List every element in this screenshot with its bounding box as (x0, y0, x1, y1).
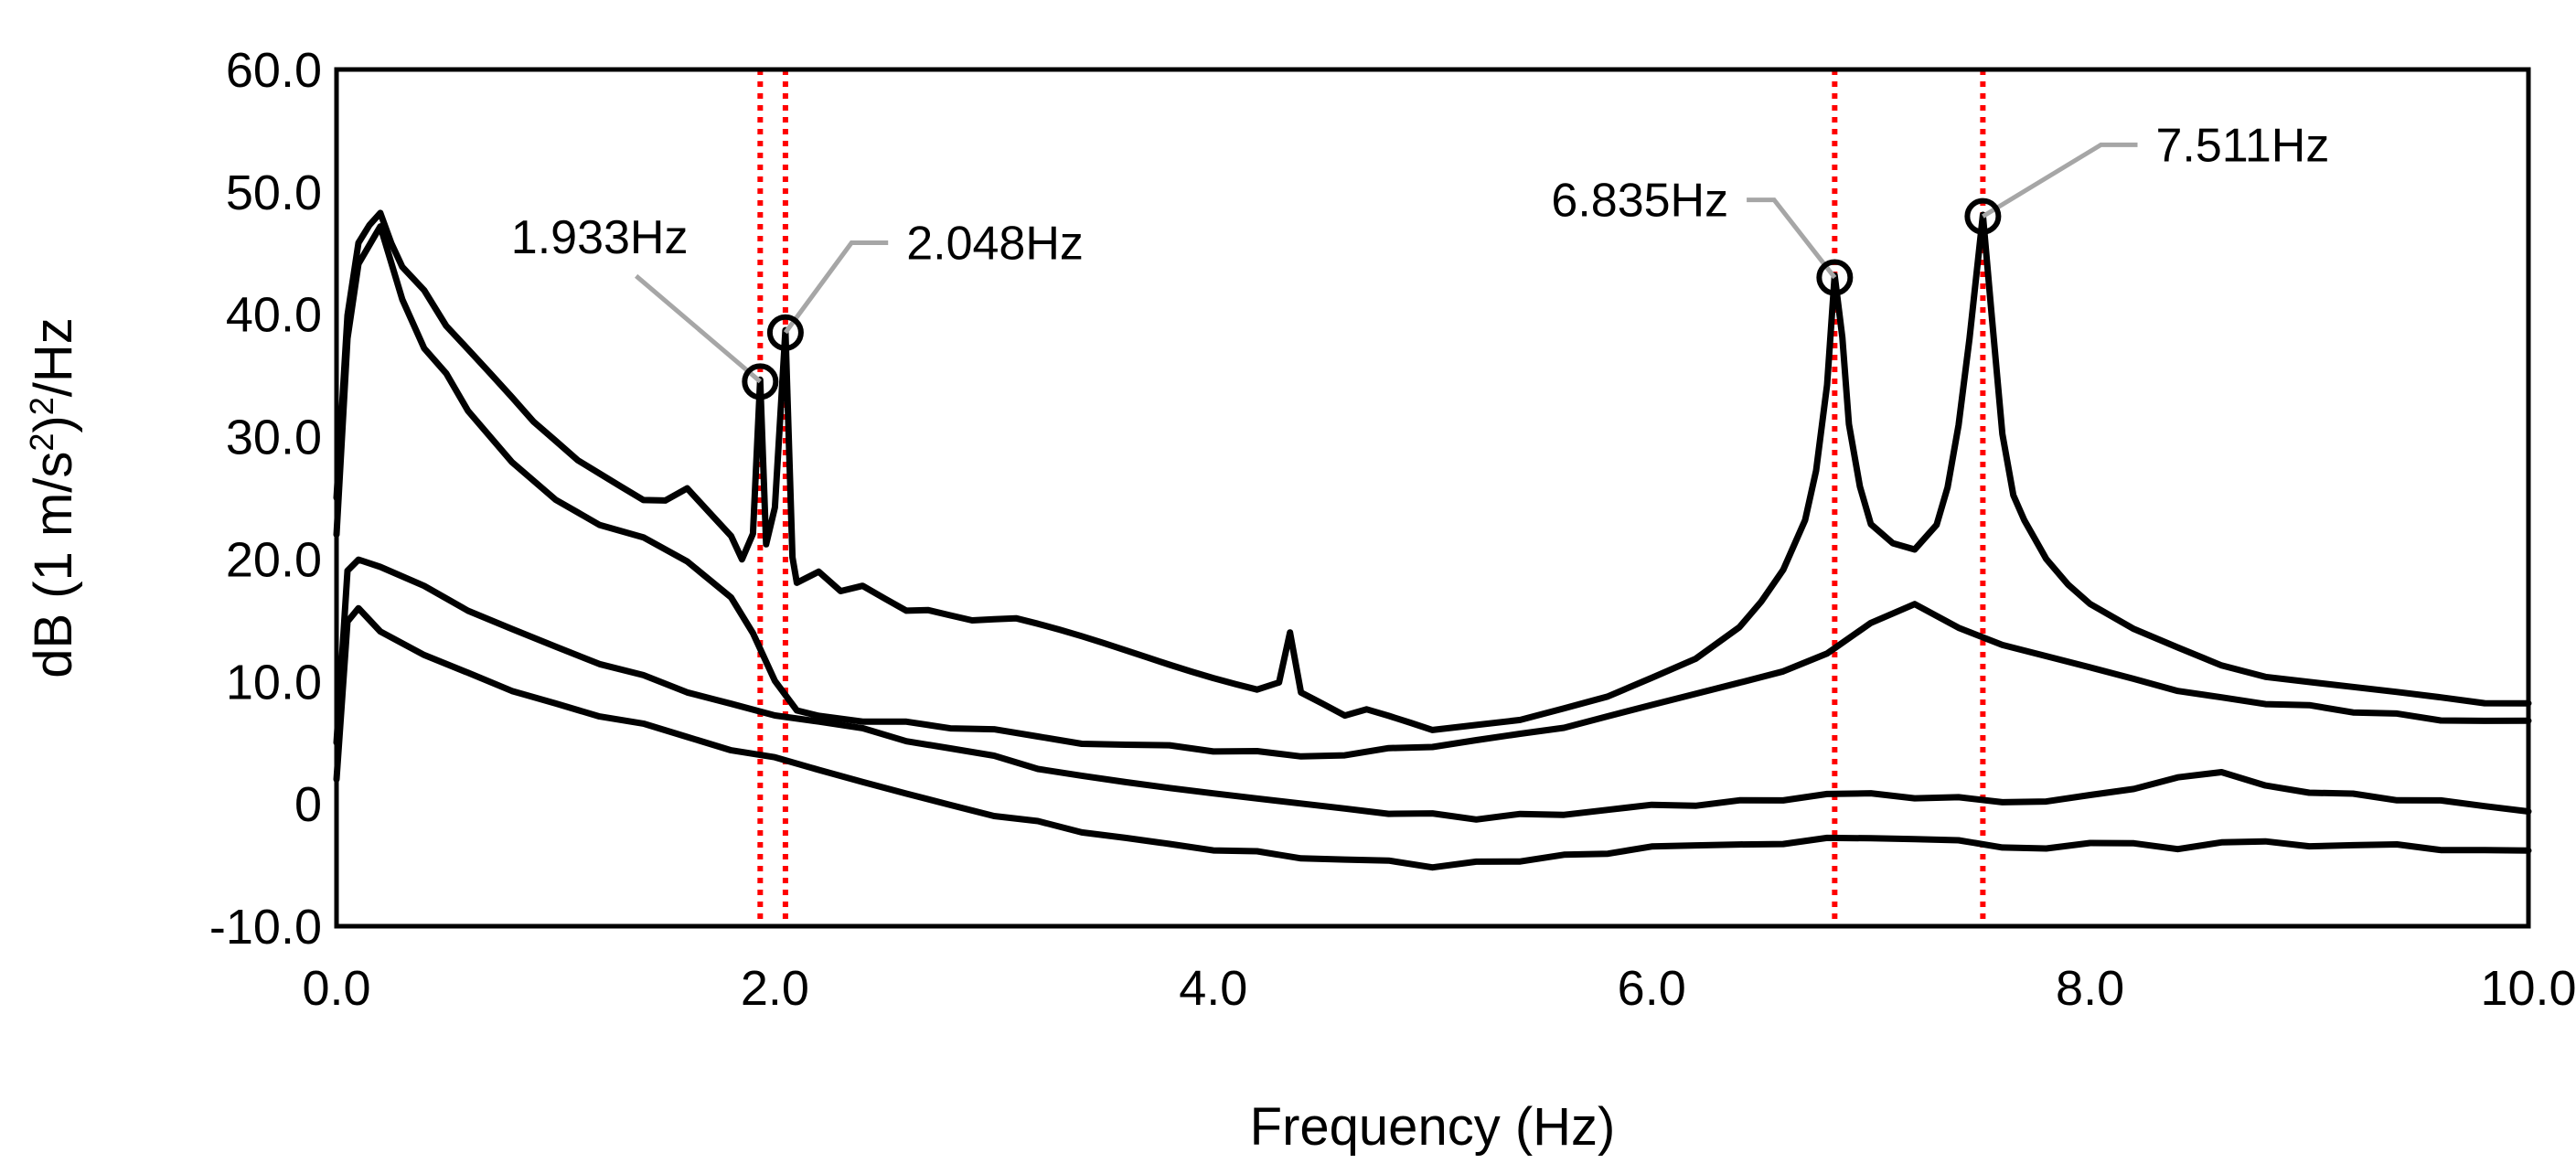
y-tick-label: -10.0 (209, 900, 322, 955)
x-tick-label: 4.0 (1179, 961, 1247, 1016)
y-axis-title-sup-1: 2 (23, 433, 60, 452)
y-axis-title: dB (1 m/s2)2/Hz (23, 317, 84, 678)
peak-marker-circle (742, 363, 779, 400)
y-axis-title-part-1: dB (1 m/s (24, 452, 83, 678)
spectrum-line-4 (333, 604, 2532, 871)
peak-marker-circle (1964, 197, 2002, 235)
x-tick-label: 2.0 (741, 961, 809, 1016)
peak-label: 1.933Hz (511, 211, 689, 264)
y-tick-label: 60.0 (226, 43, 322, 98)
y-tick-label: 10.0 (226, 655, 322, 710)
x-tick-labels: 0.0 2.0 4.0 6.0 8.0 10.0 (302, 961, 2576, 1016)
y-tick-label: 40.0 (226, 288, 322, 343)
peak-label: 2.048Hz (906, 217, 1084, 270)
y-axis-title-part-3: /Hz (24, 317, 83, 397)
x-tick-label: 0.0 (302, 961, 370, 1016)
y-tick-label: 30.0 (226, 411, 322, 465)
spectrum-line-2 (333, 223, 2532, 760)
x-tick-label: 6.0 (1618, 961, 1686, 1016)
peak-marker-circle (766, 314, 804, 351)
peak-label: 6.835Hz (1551, 175, 1728, 228)
x-axis-title: Frequency (Hz) (1250, 1097, 1616, 1157)
y-tick-labels: -10.0 0 10.0 20.0 30.0 40.0 50.0 60.0 (209, 43, 322, 955)
annotation-leader-line (1982, 142, 2138, 219)
spectrum-line-3 (333, 556, 2532, 823)
y-axis-title-sup-2: 2 (23, 397, 60, 415)
spectrum-series (333, 209, 2532, 871)
x-tick-label: 10.0 (2480, 961, 2576, 1016)
y-tick-label: 0 (294, 777, 322, 832)
y-tick-label: 50.0 (226, 165, 322, 220)
annotation-leader-line (1747, 197, 1837, 280)
x-tick-label: 8.0 (2056, 961, 2124, 1016)
peak-annotations: 1.933Hz 2.048Hz 6.835Hz 7.511Hz (511, 119, 2330, 400)
plot-frame (334, 67, 2531, 929)
annotation-leader-line (635, 273, 762, 384)
y-axis-title-part-2: ) (24, 415, 83, 432)
peak-label: 7.511Hz (2156, 119, 2330, 172)
y-tick-label: 20.0 (226, 532, 322, 587)
spectrum-line-1 (333, 209, 2532, 733)
peak-marker-circle (1816, 259, 1854, 296)
annotation-leader-line (783, 240, 889, 335)
